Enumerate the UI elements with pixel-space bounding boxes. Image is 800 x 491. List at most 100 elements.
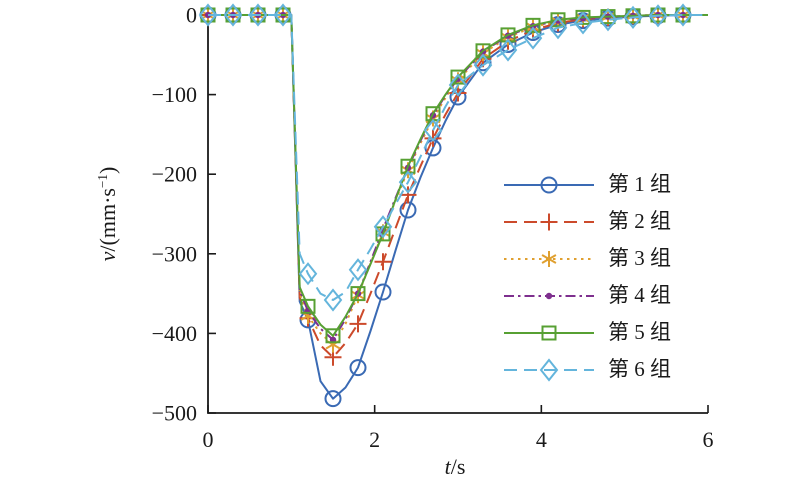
marker-circle	[540, 176, 558, 193]
legend-entry-1: 第 1 组	[503, 166, 671, 203]
y-axis-unit-close: )	[95, 166, 121, 174]
x-axis-variable: t	[444, 454, 451, 479]
diamond-marker	[573, 11, 593, 35]
asterisk-spoke	[541, 253, 557, 264]
marker-diamond	[273, 3, 293, 27]
circle-marker	[349, 359, 367, 377]
legend-label-6: 第 6 组	[608, 357, 671, 381]
x-tick-label: 0	[203, 427, 214, 452]
legend-line-sample-4	[504, 292, 594, 299]
diamond-marker	[598, 8, 618, 32]
y-tick-label: −400	[152, 321, 197, 346]
diamond-marker	[539, 357, 559, 382]
legend-line-sample-1	[504, 176, 594, 193]
legend-entry-3: 第 3 组	[503, 240, 671, 277]
marker-diamond	[423, 118, 443, 143]
marker-square	[450, 69, 466, 85]
diamond-marker	[298, 262, 318, 286]
x-tick-label: 4	[536, 427, 547, 452]
plus-marker	[399, 186, 417, 204]
y-tick-label: −500	[152, 401, 197, 426]
square-marker	[350, 286, 366, 302]
marker-diamond	[248, 3, 268, 27]
legend-label-4: 第 4 组	[608, 283, 671, 307]
marker-plus	[349, 315, 367, 333]
marker-square	[550, 12, 566, 28]
plus-marker	[349, 315, 367, 333]
square-marker	[575, 9, 591, 25]
diamond-marker	[673, 3, 693, 27]
marker-circle	[349, 359, 367, 377]
y-tick-label: −100	[152, 82, 197, 107]
circle-marker	[540, 176, 558, 193]
y-axis-variable: v	[95, 251, 121, 262]
diamond-marker	[248, 3, 268, 27]
legend-line-sample-6	[504, 357, 594, 382]
marker-square	[350, 286, 366, 302]
x-tick-label: 6	[703, 427, 714, 452]
legend-entry-6: 第 6 组	[503, 351, 671, 388]
x-tick-label: 2	[369, 427, 380, 452]
marker-diamond	[373, 215, 393, 239]
square-marker	[550, 12, 566, 28]
square-marker	[525, 17, 541, 33]
diamond-marker	[273, 3, 293, 27]
legend-entry-2: 第 2 组	[503, 203, 671, 240]
marker-diamond	[523, 26, 543, 50]
diamond-marker	[423, 118, 443, 143]
plus-marker	[374, 253, 392, 271]
diamond-marker	[648, 4, 668, 28]
x-axis-unit: /s	[450, 454, 466, 479]
marker-diamond	[473, 53, 493, 77]
diamond-marker	[373, 215, 393, 239]
diamond-marker	[548, 16, 568, 40]
marker-diamond	[623, 5, 643, 29]
marker-square	[475, 43, 491, 59]
diamond-marker	[523, 26, 543, 50]
diamond-marker	[348, 258, 368, 282]
marker-diamond	[598, 8, 618, 32]
marker-diamond	[298, 262, 318, 286]
marker-diamond	[648, 4, 668, 28]
marker-diamond	[323, 288, 343, 312]
diamond-marker	[448, 73, 468, 97]
legend-entry-4: 第 4 组	[503, 277, 671, 314]
y-tick-label: 0	[186, 3, 197, 28]
legend-line-sample-2	[504, 213, 594, 230]
diamond-marker	[398, 170, 418, 194]
square-marker	[450, 69, 466, 85]
marker-diamond	[548, 16, 568, 40]
marker-plus	[424, 129, 442, 147]
x-axis-title: t/s	[445, 454, 466, 480]
diamond-marker	[498, 38, 518, 62]
diamond-marker	[198, 3, 218, 27]
marker-square	[325, 328, 341, 344]
plus-marker	[540, 213, 558, 230]
square-marker	[475, 43, 491, 59]
legend-line-sample-5	[504, 325, 594, 340]
point-marker	[545, 292, 553, 299]
legend-label-5: 第 5 组	[608, 320, 671, 344]
marker-plus	[374, 253, 392, 271]
series-markers-6	[198, 3, 693, 312]
marker-circle	[324, 390, 342, 408]
marker-diamond	[348, 258, 368, 282]
marker-square	[541, 325, 557, 340]
diamond-marker	[223, 3, 243, 27]
y-axis-title: v/(mm·s−1)	[95, 167, 121, 262]
marker-square	[300, 298, 316, 314]
plus-marker	[424, 129, 442, 147]
marker-plus	[540, 213, 558, 230]
square-marker	[325, 328, 341, 344]
circle-marker	[374, 283, 392, 301]
legend-label-3: 第 3 组	[608, 246, 671, 270]
marker-circle	[374, 283, 392, 301]
y-axis-unit-exponent: −1	[94, 173, 110, 189]
marker-square	[575, 9, 591, 25]
square-marker	[541, 325, 557, 340]
diamond-marker	[323, 288, 343, 312]
legend-label-2: 第 2 组	[608, 209, 671, 233]
legend: 第 1 组第 2 组第 3 组第 4 组第 5 组第 6 组	[503, 166, 671, 388]
